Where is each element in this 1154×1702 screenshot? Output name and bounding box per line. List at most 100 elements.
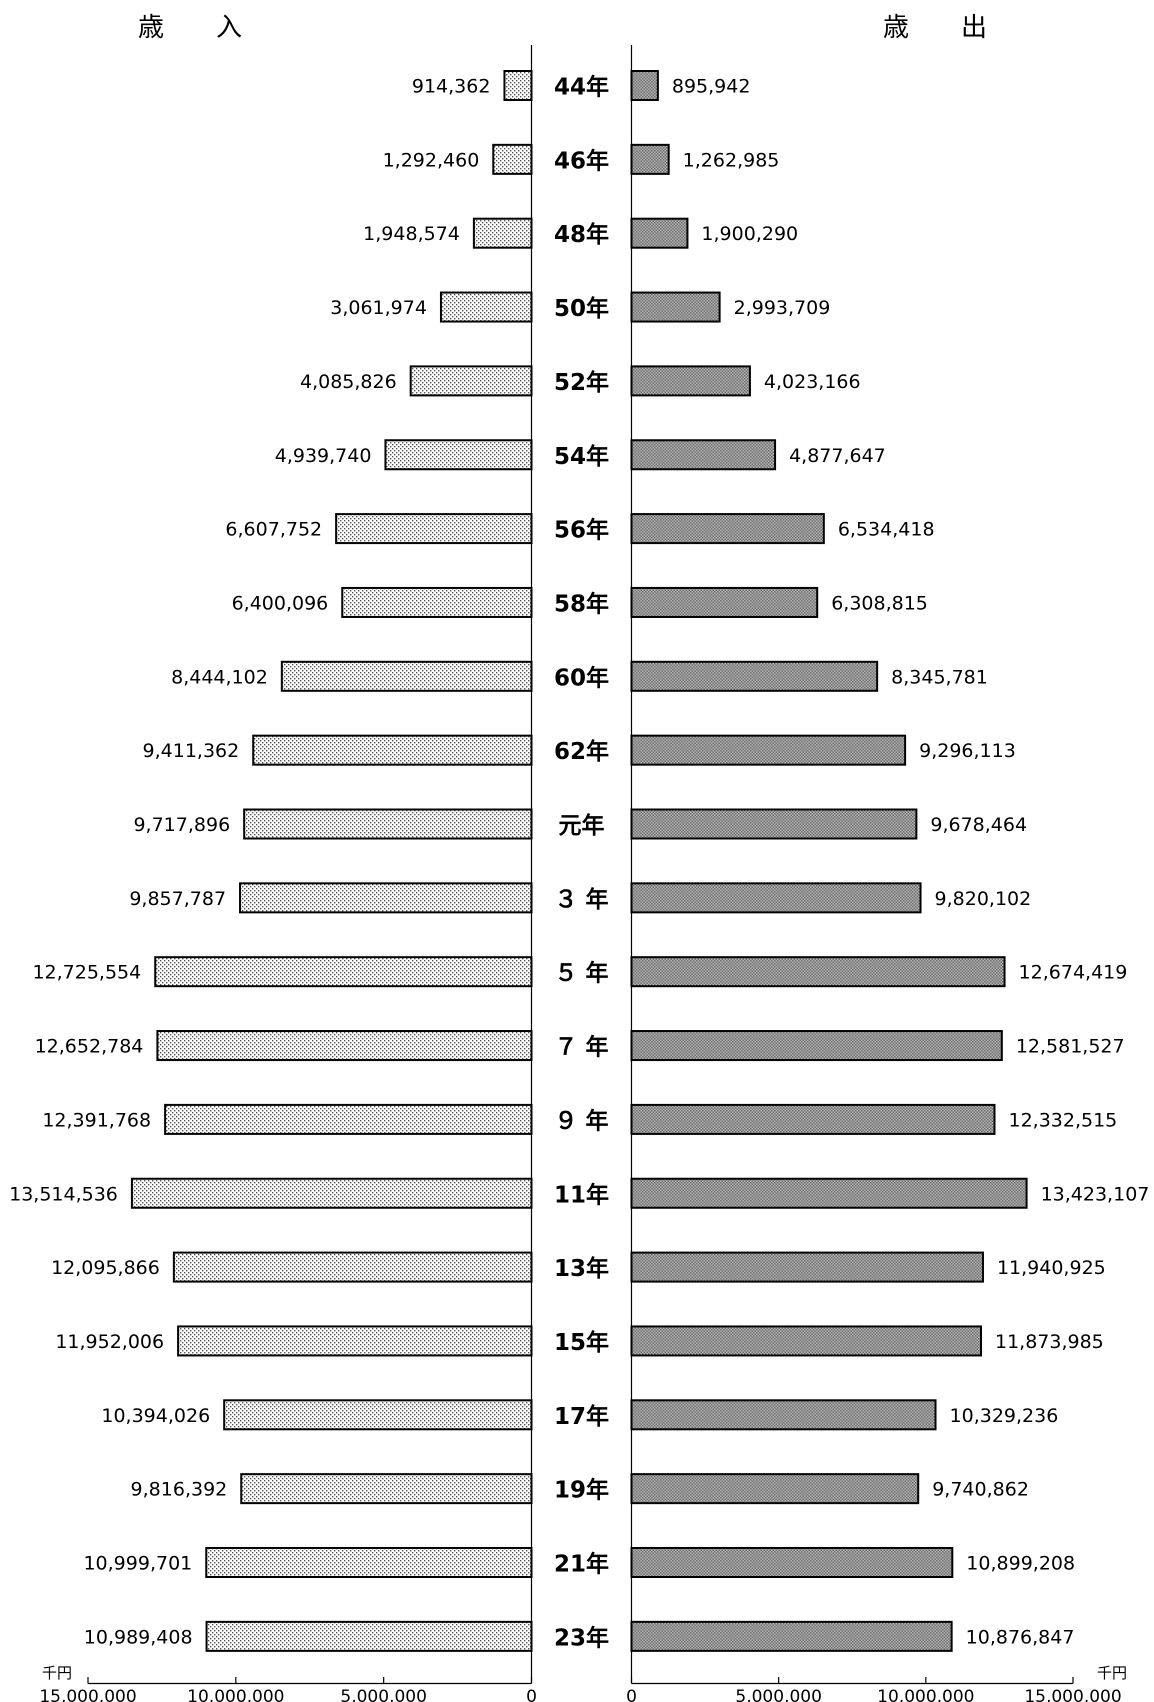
expenditure-value-label: 10,899,208 xyxy=(966,1553,1075,1575)
expenditure-bar xyxy=(630,956,1006,988)
expenditure-value-label: 9,296,113 xyxy=(919,740,1016,762)
revenue-bar xyxy=(205,1620,533,1652)
year-label: 15年 xyxy=(554,1329,609,1356)
expenditure-bar xyxy=(630,1177,1028,1209)
expenditure-bar xyxy=(630,586,819,618)
expenditure-bar xyxy=(630,1251,984,1283)
revenue-value-label: 12,391,768 xyxy=(42,1109,151,1131)
year-label: ３ 年 xyxy=(554,886,608,913)
revenue-bar xyxy=(492,143,533,175)
expenditure-bar xyxy=(630,1620,953,1652)
expenditure-value-label: 12,581,527 xyxy=(1016,1036,1125,1058)
revenue-bar xyxy=(156,1030,533,1062)
revenue-bar xyxy=(280,660,533,692)
revenue-value-label: 12,725,554 xyxy=(32,962,141,984)
year-label: 44年 xyxy=(554,74,609,101)
expenditure-bar xyxy=(630,439,777,471)
expenditure-bar xyxy=(630,808,918,840)
revenue-value-label: 914,362 xyxy=(412,76,491,98)
expenditure-bar xyxy=(630,70,659,101)
axis-ticks: 15,000,000 10,000,000 5,000,000 0 0 5,000,000… xyxy=(39,1677,1122,1702)
expenditure-bar xyxy=(630,1399,937,1431)
revenue-value-label: 10,394,026 xyxy=(101,1405,210,1427)
revenue-value-label: 9,816,392 xyxy=(131,1479,228,1501)
revenue-bar xyxy=(384,439,533,471)
year-label: 元年 xyxy=(559,812,605,839)
revenue-value-label: 4,939,740 xyxy=(275,445,372,467)
revenue-bar xyxy=(243,808,533,840)
expenditure-value-label: 12,674,419 xyxy=(1019,962,1128,984)
expenditure-value-label: 1,262,985 xyxy=(683,149,780,171)
expenditure-value-label: 895,942 xyxy=(672,76,751,98)
year-label: ５ 年 xyxy=(554,960,608,987)
revenue-value-label: 9,411,362 xyxy=(143,740,240,762)
expenditure-bar xyxy=(630,513,825,545)
expenditure-bar xyxy=(630,217,689,249)
revenue-bar xyxy=(335,513,533,545)
revenue-bar xyxy=(172,1251,533,1283)
revenue-bar xyxy=(164,1103,533,1135)
expenditure-bar xyxy=(630,734,907,766)
right-unit-label: 千円 xyxy=(1097,1664,1127,1682)
revenue-bar xyxy=(341,586,533,618)
revenue-bar xyxy=(409,365,533,397)
expenditure-value-label: 9,820,102 xyxy=(935,888,1032,910)
right-tick-label: 10,000,000 xyxy=(877,1687,974,1702)
expenditure-value-label: 10,876,847 xyxy=(966,1626,1075,1648)
revenue-value-label: 13,514,536 xyxy=(9,1183,118,1205)
year-label: ９ 年 xyxy=(554,1107,608,1134)
revenue-bar xyxy=(130,1177,533,1209)
year-label: 17年 xyxy=(554,1403,609,1430)
expenditure-bar xyxy=(630,1325,982,1357)
expenditure-bar xyxy=(630,365,751,397)
year-label: ７ 年 xyxy=(554,1034,608,1061)
expenditure-value-label: 9,740,862 xyxy=(932,1479,1029,1501)
year-label: 60年 xyxy=(554,664,609,691)
expenditure-bar xyxy=(630,1473,920,1505)
left-unit-label: 千円 xyxy=(42,1664,72,1682)
year-label: 23年 xyxy=(554,1624,609,1651)
year-label: 19年 xyxy=(554,1477,609,1504)
revenue-value-label: 12,095,866 xyxy=(51,1257,160,1279)
expenditure-value-label: 9,678,464 xyxy=(930,814,1027,836)
expenditure-value-label: 13,423,107 xyxy=(1041,1183,1150,1205)
expenditure-bars xyxy=(630,70,1028,1652)
revenue-value-label: 6,607,752 xyxy=(225,519,322,541)
year-label: 50年 xyxy=(554,295,609,322)
expenditure-value-label: 11,940,925 xyxy=(997,1257,1106,1279)
revenue-bar xyxy=(240,1473,533,1505)
expenditure-bar xyxy=(630,143,670,175)
right-tick-label: 0 xyxy=(626,1687,637,1702)
revenue-bar xyxy=(205,1547,533,1578)
expenditure-bar xyxy=(630,1547,954,1578)
revenue-value-label: 9,717,896 xyxy=(133,814,230,836)
year-label: 52年 xyxy=(554,369,609,396)
revenue-bar xyxy=(223,1399,533,1431)
expenditure-value-label: 10,329,236 xyxy=(950,1405,1059,1427)
revenue-value-label: 3,061,974 xyxy=(330,297,427,319)
revenue-value-label: 1,948,574 xyxy=(363,223,460,245)
right-chart-title: 歳 出 xyxy=(883,13,987,43)
revenue-bar xyxy=(439,291,533,323)
revenue-value-label: 12,652,784 xyxy=(35,1036,144,1058)
year-label: 11年 xyxy=(554,1181,609,1208)
year-label: 48年 xyxy=(554,221,609,248)
left-tick-label: 0 xyxy=(526,1687,537,1702)
expenditure-value-label: 1,900,290 xyxy=(701,223,798,245)
revenue-bar xyxy=(154,956,533,988)
revenue-value-label: 8,444,102 xyxy=(171,666,268,688)
revenue-bars xyxy=(130,70,533,1652)
left-tick-label: 15,000,000 xyxy=(39,1687,136,1702)
revenue-value-label: 10,989,408 xyxy=(84,1626,193,1648)
expenditure-bar xyxy=(630,660,879,692)
revenue-value-label: 10,999,701 xyxy=(83,1553,192,1575)
revenue-bar xyxy=(177,1325,533,1357)
year-label: 13年 xyxy=(554,1255,609,1282)
revenue-value-label: 11,952,006 xyxy=(55,1331,164,1353)
expenditure-value-label: 8,345,781 xyxy=(891,666,988,688)
expenditure-value-label: 4,877,647 xyxy=(789,445,886,467)
right-tick-label: 5,000,000 xyxy=(735,1687,822,1702)
expenditure-bar xyxy=(630,1030,1003,1062)
